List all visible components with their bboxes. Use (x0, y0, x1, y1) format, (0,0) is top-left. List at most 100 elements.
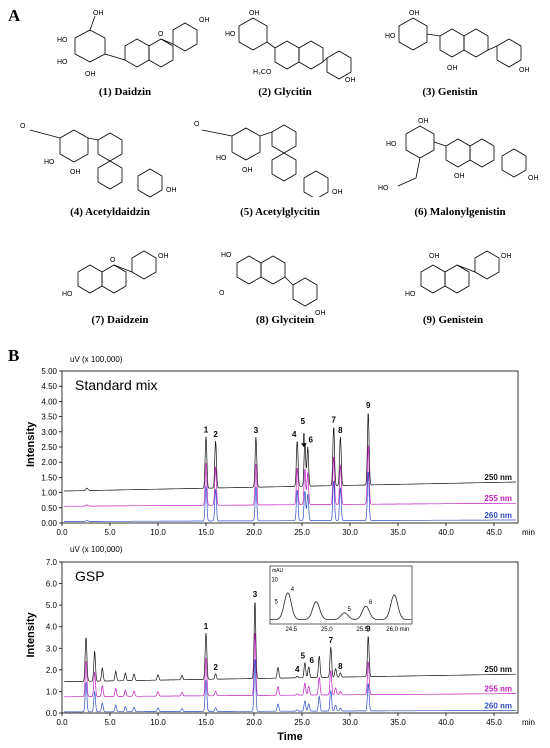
y-tick-label: 0.00 (41, 519, 57, 528)
y-unit-label: uV (x 100,000) (70, 545, 123, 554)
x-axis-label: Time (277, 731, 302, 743)
chart-1: uV (x 100,000)Standard mixIntensity0.000… (25, 355, 535, 537)
y-tick-label: 3.00 (41, 428, 57, 437)
series-label: 255 nm (484, 685, 512, 694)
y-tick-label: 2.00 (41, 458, 57, 467)
genistein-structure: OH OH HO (405, 250, 535, 315)
atom-label: O (110, 257, 116, 264)
atom-label: HO (57, 59, 68, 66)
x-tick-label: 30.0 (342, 718, 358, 727)
trace-260-nm (63, 659, 516, 713)
y-tick-label: 0.50 (41, 504, 57, 513)
x-tick-label: 15.0 (198, 528, 214, 537)
x-tick-label: 45.0 (486, 718, 502, 727)
y-tick-label: 3.50 (41, 413, 57, 422)
atom-label: OH (528, 175, 539, 182)
x-tick-label: 20.0 (246, 528, 262, 537)
peak-label: 3 (253, 590, 258, 599)
atom-label: OH (501, 253, 512, 260)
peak-label: 3 (254, 426, 259, 435)
inset-peak-label: 5 (348, 607, 352, 613)
peak-label: 5 (301, 652, 306, 661)
atom-label: O (194, 121, 200, 128)
atom-label: HO (405, 291, 416, 298)
inset-peak-label: 6 (369, 600, 373, 606)
atom-label: O (158, 31, 164, 38)
compound-label-2: (2) Glycitin (258, 86, 312, 98)
x-tick-label: 30.0 (342, 528, 358, 537)
atom-label: HO (378, 185, 389, 192)
inset-trace (270, 592, 412, 620)
y-tick-label: 4.00 (41, 397, 57, 406)
y-tick-label: 1.50 (41, 473, 57, 482)
trace-250-nm (63, 602, 516, 683)
x-tick-label: min (522, 528, 535, 537)
peak-label: 9 (366, 625, 371, 634)
compound-label-1: (1) Daidzin (98, 86, 152, 98)
y-tick-label: 2.50 (41, 443, 57, 452)
x-tick-label: 40.0 (438, 718, 454, 727)
chart-2: uV (x 100,000) GSP Intensity Time 0.0 1.0 2.0 3… (25, 545, 535, 743)
glycitein-structure: HO O OH (215, 245, 355, 325)
atom-label: OH (447, 65, 458, 72)
atom-label: HO (225, 31, 236, 38)
y-tick-label: 1.00 (41, 489, 57, 498)
x-tick-label: 5.0 (104, 718, 116, 727)
y-tick-label: 4.50 (41, 382, 57, 391)
malonylgenistin-structure: OH HO HO OH OH (378, 116, 548, 206)
y-tick-label: 4.0 (46, 623, 58, 632)
atom-label: H₃CO (253, 69, 272, 76)
series-label: 250 nm (484, 665, 512, 674)
compound-label-5: (5) Acetylglycitin (240, 206, 320, 218)
inset-peak-label: 4 (291, 587, 295, 593)
inset-y-tick-label: 10 (271, 577, 278, 583)
acetylglycitin-structure: O HO OH OH (192, 112, 362, 202)
inset-x-tick-label: 25.0 (321, 627, 333, 633)
trace-255-nm (63, 633, 516, 698)
inset-y-tick-label: 5 (275, 600, 279, 606)
atom-label: HO (386, 141, 397, 148)
plot-frame (61, 561, 519, 714)
atom-label: OH (418, 118, 429, 125)
trace-250-nm (63, 413, 516, 492)
atom-label: OH (345, 77, 356, 83)
x-tick-label: 35.0 (390, 718, 406, 727)
compound-label-4: (4) Acetyldaidzin (70, 206, 150, 218)
atom-label: O (20, 123, 26, 130)
y-tick-label: 6.0 (46, 580, 58, 589)
trace-255-nm (63, 445, 516, 507)
atom-label: HO (62, 291, 73, 298)
x-tick-label: 0.0 (56, 718, 68, 727)
x-tick-label: min (522, 718, 535, 727)
atom-label: HO (44, 159, 55, 166)
peak-label: 6 (309, 656, 314, 665)
atom-label: OH (249, 10, 260, 17)
acetyldaidzin-structure: O HO OH OH (10, 118, 190, 203)
peak-label: 4 (292, 430, 297, 439)
genistin-structure: OH HO OH OH (385, 8, 545, 88)
atom-label: HO (57, 37, 68, 44)
atom-label: O (219, 290, 225, 297)
series-label: 250 nm (484, 473, 512, 482)
x-tick-label: 15.0 (198, 718, 214, 727)
inset-x-tick-label: 24.5 (285, 627, 297, 633)
y-tick-label: 2.0 (46, 666, 58, 675)
peak-label: 2 (213, 430, 218, 439)
daidzin-structure: OH HO HO OH O OH (55, 8, 215, 88)
inset-chart: mAU 5 10 24.5 25.0 25.5 26.0 min 4 5 6 (269, 565, 413, 633)
peak-label: 7 (331, 415, 336, 424)
compound-label-6: (6) Malonylgenistin (414, 206, 506, 218)
atom-label: OH (166, 187, 177, 194)
panel-b-label: B (8, 346, 20, 365)
peak-label: 6 (309, 436, 314, 445)
x-tick-label: 25.0 (294, 528, 310, 537)
peak-label: 1 (204, 622, 209, 631)
y-tick-label: 7.0 (46, 558, 58, 567)
series-label: 260 nm (484, 511, 512, 520)
x-tick-label: 20.0 (246, 718, 262, 727)
atom-label: OH (409, 10, 420, 17)
atom-label: OH (429, 253, 440, 260)
atom-label: HO (385, 33, 396, 40)
peak-label: 5 (301, 417, 306, 426)
